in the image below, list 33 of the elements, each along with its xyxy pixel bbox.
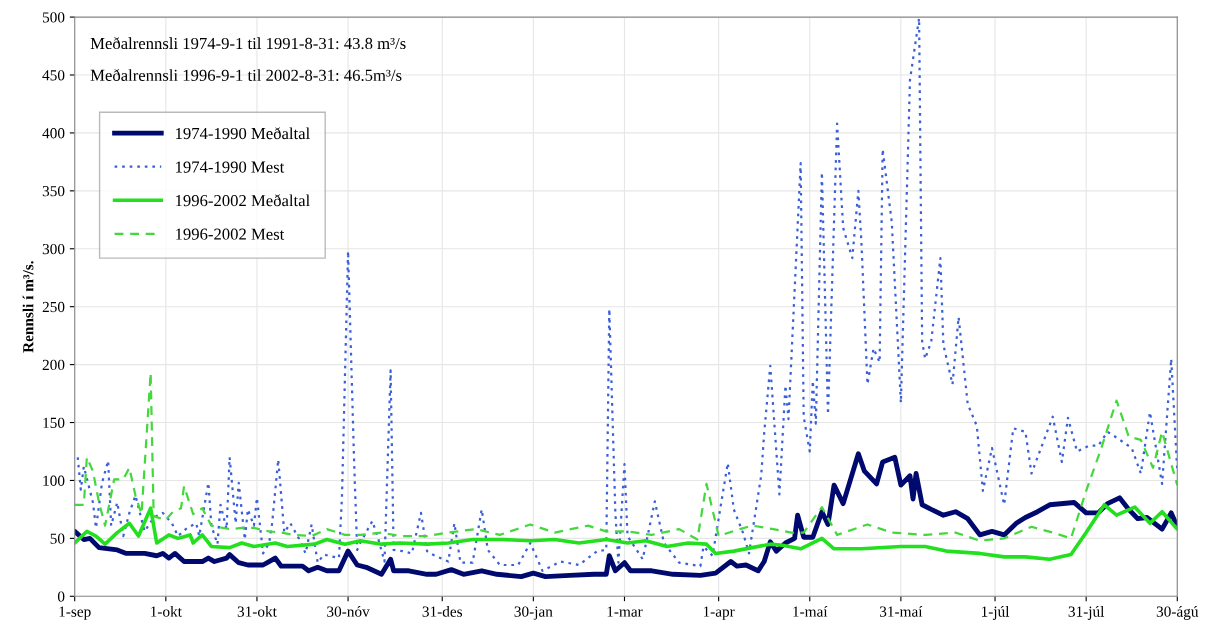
annotation: Meðalrennsli 1996-9-1 til 2002-8-31: 46.5m³/s: [90, 69, 402, 82]
y-tick-label: 350: [42, 185, 65, 197]
y-tick-label: 0: [57, 591, 65, 602]
x-tick-label: 1-maí: [793, 605, 828, 617]
legend-label: 1996-2002 Mest: [176, 228, 285, 240]
y-tick-label: 400: [42, 128, 65, 139]
legend-label: 1974-1990 Meðaltal: [176, 127, 310, 140]
y-axis-title: Rennsli í m³/s.: [22, 261, 34, 353]
annotation: Meðalrennsli 1974-9-1 til 1991-8-31: 43.8 m³/s: [90, 37, 406, 50]
line-series: [74, 502, 1178, 562]
x-tick-label: 30-ágú: [1156, 606, 1199, 620]
y-tick-label: 150: [43, 417, 65, 428]
x-tick-label: 31-des: [422, 606, 463, 617]
y-tick-label: 300: [42, 243, 65, 255]
x-tick-label: 1-mar: [607, 606, 643, 617]
y-tick-label: 100: [43, 475, 65, 486]
y-tick-label: 250: [42, 301, 65, 313]
x-tick-label: 1-júl: [981, 606, 1010, 620]
x-tick-label: 1-apr: [703, 606, 735, 620]
x-tick-label: 31-okt: [237, 606, 277, 617]
x-tick-label: 1-sep: [59, 606, 91, 620]
x-tick-label: 30-nóv: [327, 605, 370, 617]
y-tick-label: 50: [50, 533, 65, 544]
y-tick-label: 200: [42, 359, 65, 371]
x-tick-label: 1-okt: [151, 606, 182, 617]
line-series: [74, 451, 1178, 580]
legend-label: 1996-2002 Meðaltal: [176, 194, 310, 207]
legend-label: 1974-1990 Mest: [176, 161, 285, 173]
x-tick-label: 30-jan: [514, 606, 553, 620]
y-tick-label: 450: [42, 70, 65, 81]
x-tick-label: 31-maí: [879, 605, 923, 617]
x-tick-label: 31-júl: [1068, 606, 1105, 620]
y-tick-label: 500: [42, 12, 65, 23]
